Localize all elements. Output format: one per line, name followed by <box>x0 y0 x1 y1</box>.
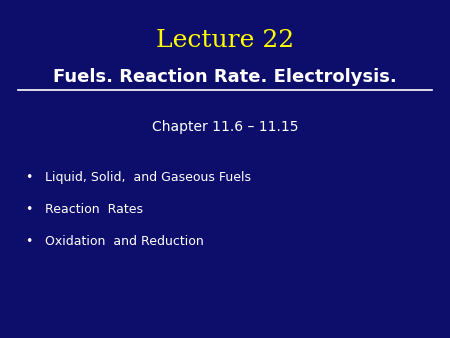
Text: •: • <box>25 235 32 248</box>
Text: •: • <box>25 171 32 184</box>
Text: Oxidation  and Reduction: Oxidation and Reduction <box>45 235 204 248</box>
Text: Lecture 22: Lecture 22 <box>156 29 294 52</box>
Text: Fuels. Reaction Rate. Electrolysis.: Fuels. Reaction Rate. Electrolysis. <box>53 68 397 86</box>
Text: Liquid, Solid,  and Gaseous Fuels: Liquid, Solid, and Gaseous Fuels <box>45 171 251 184</box>
Text: •: • <box>25 203 32 216</box>
Text: Reaction  Rates: Reaction Rates <box>45 203 143 216</box>
Text: Chapter 11.6 – 11.15: Chapter 11.6 – 11.15 <box>152 120 298 134</box>
